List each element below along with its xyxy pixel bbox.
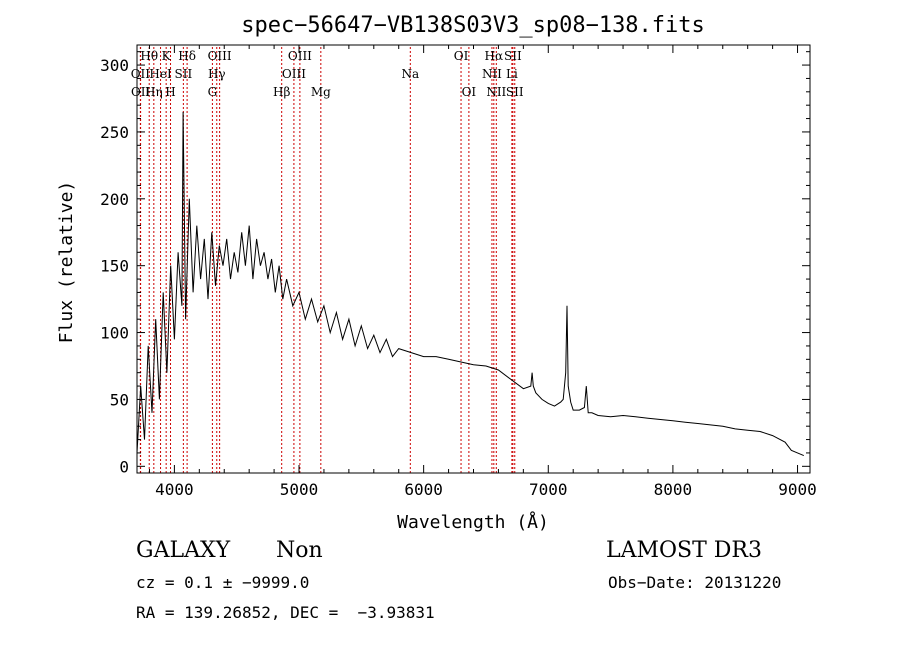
y-tick-label: 50 — [110, 390, 129, 409]
line-label-sii: SII — [504, 49, 522, 63]
line-label-g: G — [208, 85, 218, 99]
object-class: GALAXY — [136, 538, 231, 563]
x-tick-label: 6000 — [404, 480, 443, 499]
line-label-oiii: OIII — [208, 49, 232, 63]
object-subclass: Non — [276, 538, 323, 563]
line-label-hθ: Hθ — [140, 49, 158, 63]
x-tick-label: 9000 — [778, 480, 817, 499]
emission-line-labels: OIIOIIHθHηHeIKHHδSIIGHγOIIIHβOIIIOIIIMgN… — [131, 49, 524, 99]
y-tick-label: 150 — [100, 257, 129, 276]
line-label-k: K — [162, 49, 172, 63]
y-axis-label: Flux (relative) — [56, 181, 77, 344]
line-label-hδ: Hδ — [178, 49, 196, 63]
line-label-sii: SII — [506, 85, 524, 99]
y-tick-label: 100 — [100, 324, 129, 343]
spectrum-series-line — [136, 111, 804, 457]
line-label-li: Li — [506, 67, 518, 81]
line-label-oii: OII — [131, 67, 151, 81]
line-label-mg: Mg — [311, 85, 331, 99]
emission-line-markers — [139, 47, 516, 473]
x-axis: 4000 5000 6000 7000 8000 9000 — [148, 45, 817, 499]
y-tick-label: 0 — [119, 457, 129, 476]
line-label-na: Na — [401, 67, 419, 81]
line-label-nii: NII — [482, 67, 502, 81]
plot-area: OIIOIIHθHηHeIKHHδSIIGHγOIIIHβOIIIOIIIMgN… — [100, 44, 817, 499]
survey-name: LAMOST DR3 — [606, 538, 762, 563]
line-label-hγ: Hγ — [208, 67, 226, 81]
redshift-line: cz = 0.1 ± −9999.0 — [136, 573, 310, 592]
y-tick-label: 300 — [100, 56, 129, 75]
line-label-h: H — [165, 85, 175, 99]
x-axis-label: Wavelength (Å) — [397, 511, 549, 533]
x-tick-label: 7000 — [529, 480, 568, 499]
x-tick-label: 4000 — [155, 480, 194, 499]
line-label-nii: NII — [486, 85, 506, 99]
line-label-oiii: OIII — [288, 49, 312, 63]
line-label-hβ: Hβ — [273, 85, 290, 99]
line-label-sii: SII — [175, 67, 193, 81]
coordinates-line: RA = 139.26852, DEC = −3.93831 — [136, 603, 435, 622]
line-label-oiii: OIII — [282, 67, 306, 81]
line-label-oi: OI — [462, 85, 477, 99]
y-tick-label: 200 — [100, 190, 129, 209]
observation-date: Obs−Date: 20131220 — [608, 573, 782, 592]
x-tick-label: 5000 — [280, 480, 319, 499]
y-tick-label: 250 — [100, 123, 129, 142]
line-label-hα: Hα — [485, 49, 504, 63]
y-axis: 0 50 100 150 200 250 300 — [100, 51, 810, 476]
chart-title: spec−56647−VB138S03V3_sp08−138.fits — [241, 13, 705, 38]
x-tick-label: 8000 — [654, 480, 693, 499]
line-label-oi: OI — [454, 49, 469, 63]
line-label-hei: HeI — [149, 67, 172, 81]
plot-frame — [136, 44, 811, 474]
line-label-hη: Hη — [145, 85, 163, 99]
